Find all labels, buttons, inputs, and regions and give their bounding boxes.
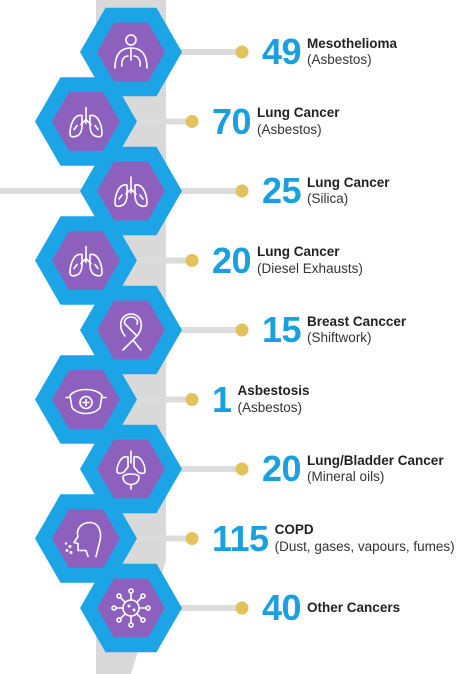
left-branch-line <box>0 188 90 194</box>
stat-entry: 15 Breast Canccer (Shiftwork) <box>262 310 406 350</box>
connector-dot <box>185 115 199 128</box>
connector-lines <box>86 45 249 615</box>
stat-sublabel: (Mineral oils) <box>307 469 385 484</box>
stat-sublabel: (Silica) <box>307 191 349 206</box>
stat-entry: 115 COPD (Dust, gases, vapours, fumes) <box>212 519 455 559</box>
lungs-bladder-icon <box>116 450 146 490</box>
connector-line <box>131 188 242 194</box>
connector-dot <box>235 45 249 59</box>
stat-entry: 40 Other Cancers <box>262 588 400 628</box>
stat-text: Lung Cancer (Asbestos) <box>257 105 340 137</box>
hexagon-badge <box>80 285 182 375</box>
stat-entry: 20 Lung Cancer (Diesel Exhausts) <box>212 241 363 281</box>
connector-dot <box>235 601 249 615</box>
respirator-mask-icon <box>65 388 107 415</box>
stat-label: Other Cancers <box>307 599 401 615</box>
stat-label: Breast Canccer <box>307 313 407 329</box>
stat-label: Lung Cancer <box>307 174 390 190</box>
stat-number: 115 <box>212 517 269 559</box>
stat-number: 49 <box>262 31 302 72</box>
stat-label: Asbestosis <box>237 383 310 399</box>
stat-entry: 70 Lung Cancer (Asbestos) <box>212 102 340 142</box>
stat-entry: 1 Asbestosis (Asbestos) <box>212 380 310 420</box>
connector-line <box>86 257 192 264</box>
stat-entry: 20 Lung/Bladder Cancer (Mineral oils) <box>262 449 444 489</box>
ribbon-icon <box>119 313 143 351</box>
connector-dot <box>235 184 249 198</box>
stat-text: Lung Cancer (Diesel Exhausts) <box>257 244 363 276</box>
cough-person-icon <box>64 521 102 558</box>
hexagon-badge <box>35 216 137 305</box>
stat-number: 20 <box>262 448 302 489</box>
stat-sublabel: (Shiftwork) <box>307 330 372 345</box>
stat-entry: 25 Lung Cancer (Silica) <box>262 171 390 211</box>
hexagon-inner <box>97 578 165 638</box>
connector-line <box>131 49 242 55</box>
connector-line <box>86 535 192 542</box>
stat-text: Mesothelioma (Asbestos) <box>307 36 397 68</box>
lungs-icon <box>114 176 148 208</box>
stat-number: 70 <box>212 100 252 142</box>
stat-number: 40 <box>262 587 302 628</box>
hexagon-inner <box>52 509 120 568</box>
hexagon-badge <box>35 494 137 583</box>
hexagon-badge <box>80 424 182 514</box>
virus-cell-icon <box>111 588 151 628</box>
connector-dot <box>185 393 199 406</box>
lungs-person-icon <box>114 34 148 69</box>
connector-line <box>86 396 192 403</box>
stat-number: 1 <box>212 378 232 420</box>
hexagon-badge <box>80 7 182 97</box>
connector-line <box>131 466 242 472</box>
connector-dot <box>185 254 199 267</box>
stat-text: Asbestosis (Asbestos) <box>238 383 310 415</box>
lungs-icon <box>69 106 103 138</box>
left-side-line <box>0 188 90 194</box>
stat-text: COPD (Dust, gases, vapours, fumes) <box>275 522 455 554</box>
connector-dot <box>235 323 249 337</box>
stat-label: Lung Cancer <box>257 105 340 121</box>
stat-text: Lung Cancer (Silica) <box>307 175 390 207</box>
stat-text: Other Cancers <box>307 600 400 616</box>
connector-dot <box>235 462 249 476</box>
stat-sublabel: (Diesel Exhausts) <box>257 260 363 276</box>
hexagon-badge <box>80 563 182 653</box>
connector-line <box>86 118 192 125</box>
stat-label: Lung/Bladder Cancer <box>307 452 444 468</box>
stat-text: Breast Canccer (Shiftwork) <box>307 314 406 346</box>
stat-label: Lung Cancer <box>257 244 340 260</box>
stat-entry: 49 Mesothelioma (Asbestos) <box>262 32 397 72</box>
lungs-icon <box>69 245 103 277</box>
stat-number: 25 <box>262 170 302 211</box>
hexagon-badge <box>35 77 137 166</box>
stat-sublabel: (Asbestos) <box>307 52 372 67</box>
stat-label: COPD <box>274 522 314 538</box>
connector-dot <box>185 532 199 545</box>
stat-number: 20 <box>212 239 252 281</box>
stat-sublabel: (Dust, gases, vapours, fumes) <box>274 538 455 554</box>
stat-sublabel: (Asbestos) <box>257 121 322 137</box>
stat-label: Mesothelioma <box>307 35 398 51</box>
hexagon-chain <box>35 7 182 653</box>
connector-line <box>131 605 242 611</box>
stat-number: 15 <box>262 309 302 350</box>
hexagon-badge <box>80 146 182 236</box>
stat-text: Lung/Bladder Cancer (Mineral oils) <box>307 453 444 485</box>
stat-sublabel: (Asbestos) <box>237 399 303 415</box>
hexagon-badge <box>35 355 137 444</box>
connector-line <box>131 327 242 333</box>
hexagon-inner <box>97 439 165 499</box>
